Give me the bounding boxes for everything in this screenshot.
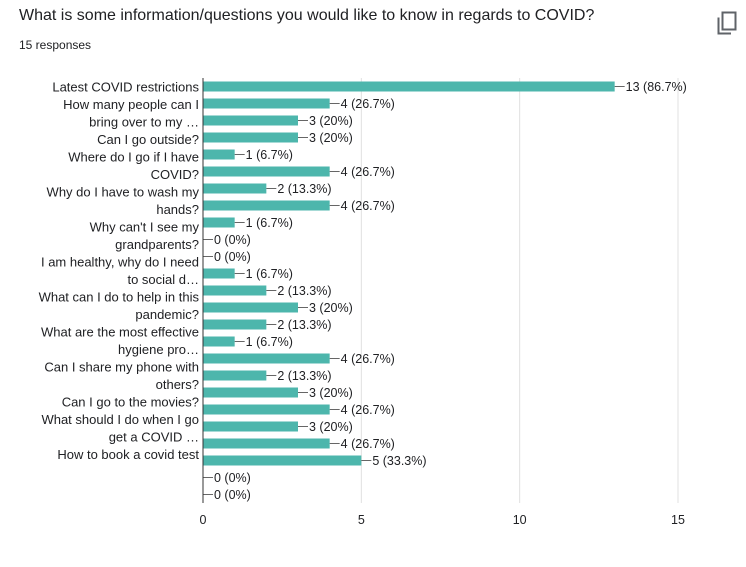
value-label: 4 (26.7%) <box>341 165 395 179</box>
value-label: 1 (6.7%) <box>246 267 293 281</box>
bar <box>203 268 235 279</box>
bar <box>203 115 298 126</box>
chart-title: What is some information/questions you w… <box>19 7 595 24</box>
bar <box>203 166 330 177</box>
category-label: Can I go to the movies? <box>62 395 199 410</box>
category-label-line: COVID? <box>151 167 199 182</box>
value-label: 4 (26.7%) <box>341 199 395 213</box>
x-tick-label: 5 <box>358 513 365 527</box>
value-label: 2 (13.3%) <box>277 284 331 298</box>
category-label: How many people can I bring over to my … <box>63 97 199 130</box>
category-label: Where do I go if I have COVID? <box>68 150 199 183</box>
value-label: 2 (13.3%) <box>277 369 331 383</box>
x-tick-label: 0 <box>200 513 207 527</box>
category-label: How to book a covid test <box>57 447 199 462</box>
bar <box>203 98 330 109</box>
category-label: What can I do to help in this pandemic? <box>39 290 200 323</box>
value-label: 4 (26.7%) <box>341 97 395 111</box>
category-label: I am healthy, why do I need to social d… <box>41 255 199 288</box>
value-label: 1 (6.7%) <box>246 216 293 230</box>
value-label: 3 (20%) <box>309 386 353 400</box>
category-label-line: What should I do when I go <box>41 412 199 427</box>
value-label: 2 (13.3%) <box>277 318 331 332</box>
value-label: 3 (20%) <box>309 420 353 434</box>
bar <box>203 421 298 432</box>
category-label-line: hygiene pro… <box>118 342 199 357</box>
bar <box>203 455 362 466</box>
category-label-line: Can I go outside? <box>97 132 199 147</box>
category-label-line: others? <box>156 377 199 392</box>
copy-chart-button[interactable] <box>714 10 740 36</box>
value-label: 4 (26.7%) <box>341 437 395 451</box>
value-label: 4 (26.7%) <box>341 352 395 366</box>
value-label: 5 (33.3%) <box>372 454 426 468</box>
category-label: Can I go outside? <box>97 132 199 147</box>
response-count: 15 responses <box>19 38 92 52</box>
value-label: 3 (20%) <box>309 301 353 315</box>
value-label: 0 (0%) <box>214 250 251 264</box>
category-label-line: to social d… <box>127 272 199 287</box>
value-label: 2 (13.3%) <box>277 182 331 196</box>
x-tick-label: 10 <box>513 513 527 527</box>
bar <box>203 132 298 143</box>
bar <box>203 200 330 211</box>
category-label: What are the most effective hygiene pro… <box>41 325 199 358</box>
bar <box>203 438 330 449</box>
category-label-line: Why can't I see my <box>90 220 200 235</box>
value-label: 1 (6.7%) <box>246 148 293 162</box>
category-label: Why do I have to wash my hands? <box>47 185 200 218</box>
bar <box>203 336 235 347</box>
category-label-line: Can I share my phone with <box>44 360 199 375</box>
value-label: 0 (0%) <box>214 471 251 485</box>
value-label: 3 (20%) <box>309 131 353 145</box>
category-label-line: get a COVID … <box>109 430 199 445</box>
copy-icon <box>717 11 737 35</box>
category-label: Can I share my phone with others? <box>44 360 199 393</box>
category-label-line: pandemic? <box>135 307 199 322</box>
category-label: What should I do when I go get a COVID … <box>41 412 199 445</box>
category-label-line: I am healthy, why do I need <box>41 255 199 270</box>
bar <box>203 404 330 415</box>
category-label: Why can't I see my grandparents? <box>90 220 200 253</box>
bar <box>203 183 267 194</box>
value-label: 0 (0%) <box>214 488 251 502</box>
bar <box>203 370 267 381</box>
bar <box>203 319 267 330</box>
value-label: 0 (0%) <box>214 233 251 247</box>
bar <box>203 302 298 313</box>
category-label-line: What are the most effective <box>41 325 199 340</box>
value-label: 13 (86.7%) <box>626 80 687 94</box>
category-label-line: Why do I have to wash my <box>47 185 200 200</box>
category-label-line: Can I go to the movies? <box>62 395 199 410</box>
category-label-line: Latest COVID restrictions <box>52 80 199 95</box>
value-label: 3 (20%) <box>309 114 353 128</box>
bar <box>203 81 615 92</box>
bar <box>203 217 235 228</box>
value-label: 4 (26.7%) <box>341 403 395 417</box>
category-label-line: How to book a covid test <box>57 447 199 462</box>
category-label-line: bring over to my … <box>89 115 199 130</box>
category-label: Latest COVID restrictions <box>52 80 199 95</box>
category-label-line: How many people can I <box>63 97 199 112</box>
bar <box>203 353 330 364</box>
bar <box>203 285 267 296</box>
category-label-line: Where do I go if I have <box>68 150 199 165</box>
category-label-line: hands? <box>156 202 199 217</box>
category-label-line: What can I do to help in this <box>39 290 200 305</box>
category-label-line: grandparents? <box>115 237 199 252</box>
x-tick-label: 15 <box>671 513 685 527</box>
value-label: 1 (6.7%) <box>246 335 293 349</box>
bar <box>203 149 235 160</box>
bar <box>203 387 298 398</box>
